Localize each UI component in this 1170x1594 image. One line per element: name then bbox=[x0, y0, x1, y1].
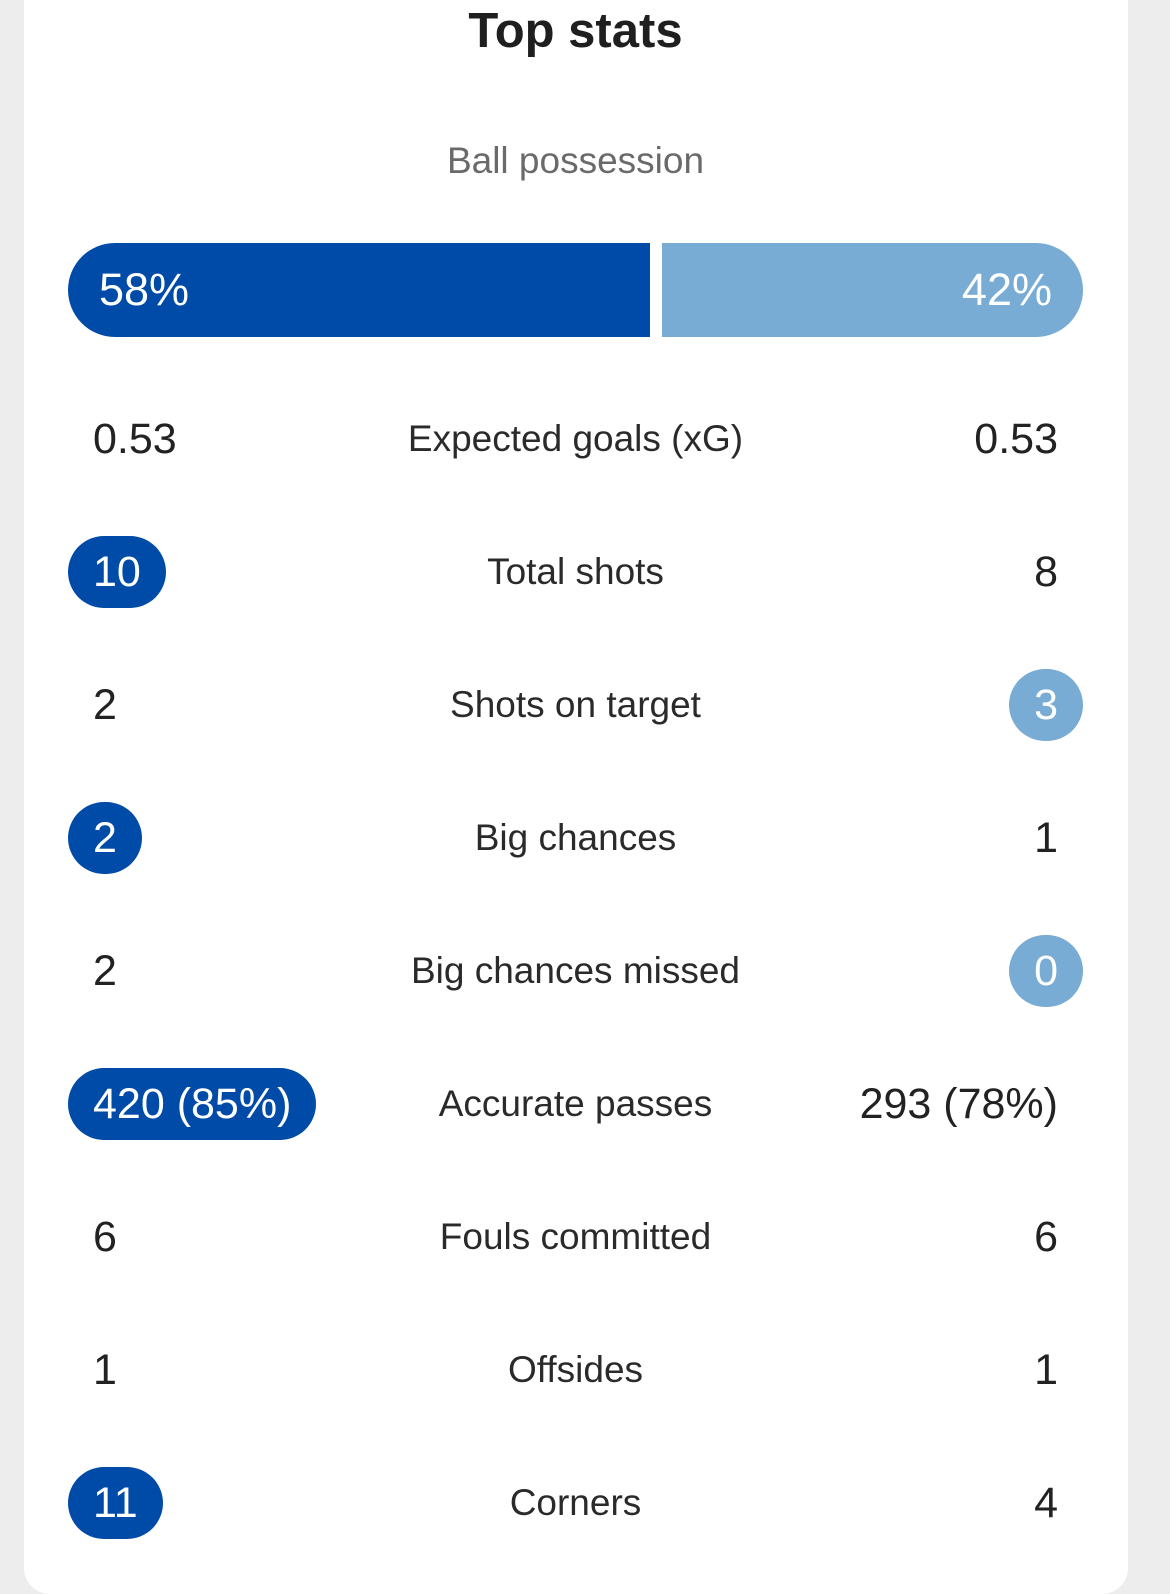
away-value: 8 bbox=[1034, 548, 1058, 596]
stat-label: Expected goals (xG) bbox=[407, 418, 744, 459]
stat-row-big-chances: 2 Big chances 1 bbox=[0, 802, 1151, 874]
away-value: 1 bbox=[1034, 1346, 1058, 1394]
stat-row-shots-on-target: 2 Shots on target 3 bbox=[0, 669, 1151, 741]
home-value: 1 bbox=[93, 1346, 117, 1394]
home-value: 2 bbox=[93, 947, 117, 995]
away-value: 0 bbox=[1009, 935, 1083, 1007]
home-value: 11 bbox=[68, 1467, 163, 1539]
stat-label: Fouls committed bbox=[439, 1216, 712, 1257]
stat-row-expected-goals: 0.53 Expected goals (xG) 0.53 bbox=[0, 403, 1151, 475]
stat-row-big-chances-missed: 2 Big chances missed 0 bbox=[0, 935, 1151, 1007]
away-value: 1 bbox=[1034, 814, 1058, 862]
possession-label: Ball possession bbox=[446, 140, 705, 181]
possession-bar: 58% 42% bbox=[68, 243, 1083, 337]
home-value: 420 (85%) bbox=[68, 1068, 317, 1140]
stat-label: Corners bbox=[509, 1482, 642, 1523]
possession-home-segment: 58% bbox=[68, 243, 650, 337]
stat-row-offsides: 1 Offsides 1 bbox=[0, 1334, 1151, 1406]
stat-label: Shots on target bbox=[450, 684, 701, 725]
away-value: 3 bbox=[1009, 669, 1083, 741]
home-value: 2 bbox=[68, 802, 142, 874]
stat-label: Accurate passes bbox=[438, 1083, 713, 1124]
stat-row-accurate-passes: 420 (85%) Accurate passes 293 (78%) bbox=[0, 1068, 1151, 1140]
away-value: 293 (78%) bbox=[859, 1080, 1058, 1128]
stat-label: Big chances bbox=[474, 817, 677, 858]
away-value: 4 bbox=[1034, 1479, 1058, 1527]
stat-label: Total shots bbox=[487, 551, 664, 592]
home-value: 6 bbox=[93, 1213, 117, 1261]
stat-row-fouls-committed: 6 Fouls committed 6 bbox=[0, 1201, 1151, 1273]
home-value: 0.53 bbox=[93, 415, 177, 463]
stat-row-corners: 11 Corners 4 bbox=[0, 1467, 1151, 1539]
possession-away-segment: 42% bbox=[662, 243, 1083, 337]
stat-label: Offsides bbox=[507, 1349, 644, 1390]
away-value: 6 bbox=[1034, 1213, 1058, 1261]
home-value: 10 bbox=[68, 536, 166, 608]
stat-row-total-shots: 10 Total shots 8 bbox=[0, 536, 1151, 608]
stat-label: Big chances missed bbox=[410, 950, 741, 991]
home-value: 2 bbox=[93, 681, 117, 729]
section-title: Top stats bbox=[468, 4, 683, 58]
away-value: 0.53 bbox=[974, 415, 1058, 463]
